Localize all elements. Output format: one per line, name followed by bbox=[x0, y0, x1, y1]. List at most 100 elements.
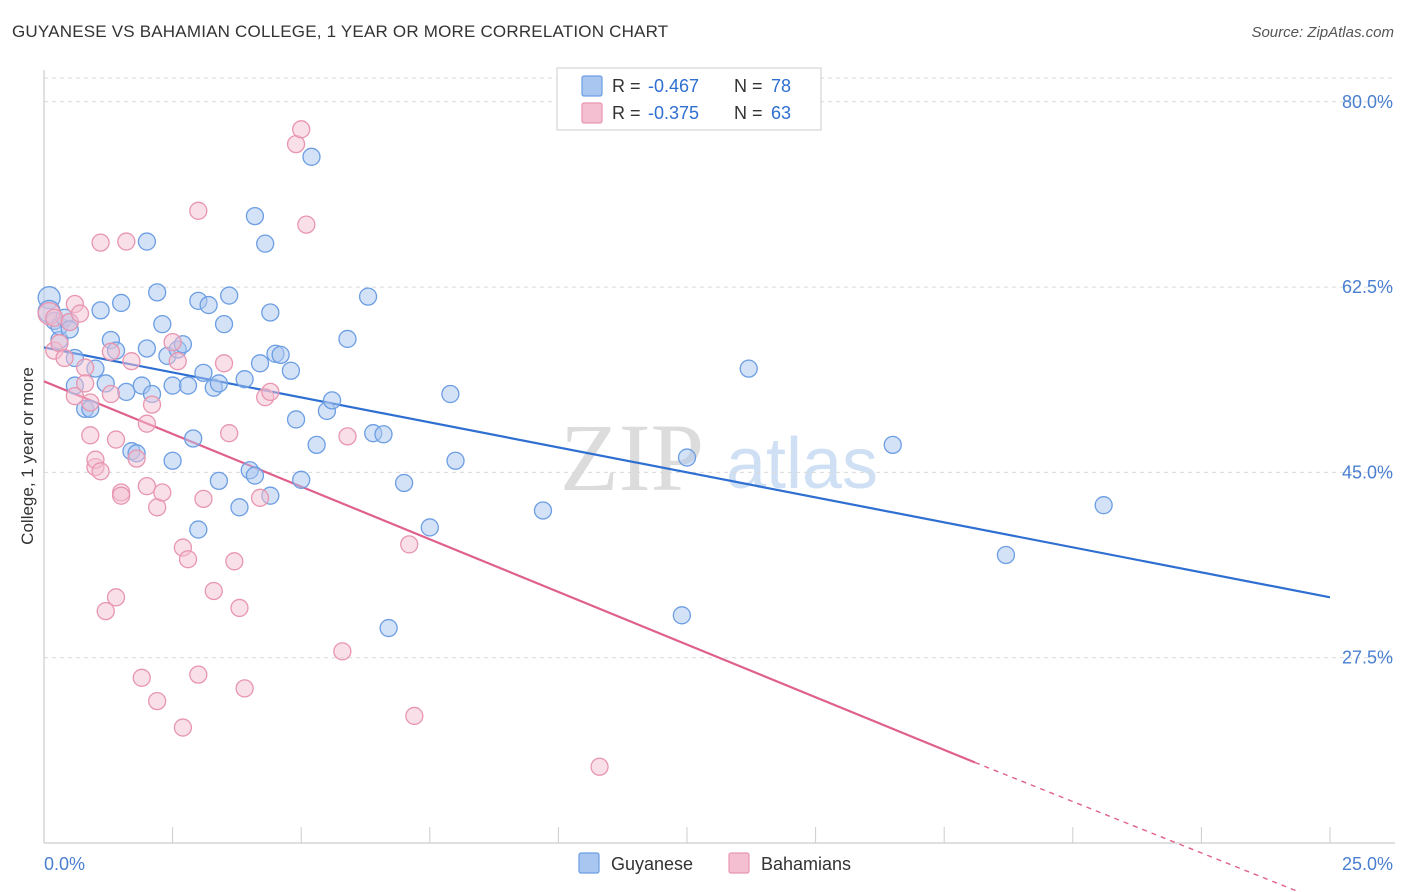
point-guyanese bbox=[281, 361, 301, 380]
point-guyanese bbox=[394, 473, 414, 493]
point-bahamians bbox=[189, 665, 208, 684]
point-guyanese bbox=[214, 314, 234, 334]
source-label: Source: ZipAtlas.com bbox=[1251, 24, 1394, 41]
point-guyanese bbox=[307, 435, 326, 455]
point-guyanese bbox=[358, 287, 378, 306]
point-guyanese bbox=[441, 384, 460, 404]
chart-title: GUYANESE VS BAHAMIAN COLLEGE, 1 YEAR OR … bbox=[12, 22, 669, 41]
point-bahamians bbox=[173, 718, 193, 737]
point-guyanese bbox=[209, 374, 229, 393]
point-bahamians bbox=[76, 358, 95, 377]
point-bahamians bbox=[70, 304, 90, 323]
point-guyanese bbox=[1094, 496, 1113, 515]
point-bahamians bbox=[225, 552, 244, 571]
point-bahamians bbox=[91, 233, 110, 252]
point-bahamians bbox=[297, 215, 316, 234]
data-points bbox=[37, 120, 1113, 776]
point-bahamians bbox=[127, 449, 146, 468]
bottom-legend-swatch-guyanese bbox=[578, 852, 600, 874]
point-bahamians bbox=[148, 691, 167, 711]
x-tick-label: 25.0% bbox=[1342, 854, 1393, 874]
point-bahamians bbox=[117, 232, 136, 251]
trend-line-guyanese bbox=[43, 346, 1331, 599]
point-guyanese bbox=[338, 329, 357, 349]
point-guyanese bbox=[178, 376, 198, 395]
legend-r-value-2: -0.375 bbox=[648, 103, 699, 123]
legend-r-label-1: R = bbox=[612, 76, 641, 96]
legend-swatch-guyanese bbox=[581, 75, 603, 97]
point-guyanese bbox=[302, 147, 321, 166]
x-tick-label: 0.0% bbox=[44, 854, 85, 874]
point-guyanese bbox=[672, 606, 692, 625]
bottom-legend-swatch-bahamians bbox=[728, 852, 750, 874]
legend-box: R = -0.467 N = 78 R = -0.375 N = 63 bbox=[556, 67, 822, 131]
point-bahamians bbox=[55, 348, 74, 368]
point-bahamians bbox=[137, 476, 157, 496]
point-bahamians bbox=[91, 462, 110, 481]
trend-line-bahamians-extension bbox=[974, 761, 1302, 892]
point-guyanese bbox=[446, 451, 465, 470]
legend-r-label-2: R = bbox=[612, 103, 641, 123]
point-guyanese bbox=[286, 410, 306, 429]
point-guyanese bbox=[420, 518, 439, 537]
point-guyanese bbox=[148, 283, 167, 302]
point-guyanese bbox=[194, 363, 213, 382]
point-bahamians bbox=[178, 550, 198, 569]
legend-swatch-bahamians bbox=[581, 102, 603, 124]
point-guyanese bbox=[163, 376, 182, 395]
legend-n-label-2: N = bbox=[734, 103, 763, 123]
legend-r-value-1: -0.467 bbox=[648, 76, 699, 96]
point-guyanese bbox=[322, 391, 342, 410]
point-guyanese bbox=[292, 470, 311, 489]
point-guyanese bbox=[184, 429, 203, 448]
point-guyanese bbox=[374, 425, 393, 444]
y-tick-label: 62.5% bbox=[1342, 277, 1393, 297]
point-bahamians bbox=[204, 581, 223, 601]
point-guyanese bbox=[256, 234, 275, 253]
point-bahamians bbox=[122, 352, 141, 371]
point-bahamians bbox=[230, 598, 249, 618]
point-guyanese bbox=[739, 359, 758, 378]
point-bahamians bbox=[235, 679, 254, 698]
point-bahamians bbox=[194, 489, 213, 509]
point-guyanese bbox=[250, 354, 270, 373]
point-guyanese bbox=[117, 382, 136, 402]
point-bahamians bbox=[96, 601, 115, 621]
point-bahamians bbox=[590, 757, 609, 776]
point-bahamians bbox=[292, 120, 311, 139]
point-bahamians bbox=[163, 332, 182, 352]
point-bahamians bbox=[45, 308, 64, 327]
point-bahamians bbox=[142, 395, 162, 414]
point-guyanese bbox=[261, 303, 280, 322]
point-bahamians bbox=[132, 668, 151, 687]
point-guyanese bbox=[91, 301, 110, 320]
legend-n-value-1: 78 bbox=[771, 76, 791, 96]
point-guyanese bbox=[996, 545, 1016, 565]
point-guyanese bbox=[379, 618, 398, 638]
axes bbox=[43, 70, 1395, 844]
point-bahamians bbox=[220, 424, 239, 443]
tick-labels: 27.5% 45.0% 62.5% 80.0% 0.0% 25.0% bbox=[44, 92, 1393, 874]
point-bahamians bbox=[261, 382, 280, 402]
point-bahamians bbox=[168, 352, 187, 371]
point-guyanese bbox=[235, 370, 254, 389]
point-bahamians bbox=[400, 535, 419, 554]
point-guyanese bbox=[153, 314, 172, 334]
bottom-legend: Guyanese Bahamians bbox=[578, 852, 851, 874]
point-guyanese bbox=[245, 466, 265, 485]
point-bahamians bbox=[405, 706, 424, 726]
point-bahamians bbox=[106, 588, 126, 607]
y-tick-label: 27.5% bbox=[1342, 648, 1393, 668]
point-bahamians bbox=[81, 426, 100, 445]
point-bahamians bbox=[81, 393, 100, 412]
point-bahamians bbox=[76, 374, 95, 393]
point-guyanese bbox=[137, 339, 157, 358]
point-bahamians bbox=[65, 386, 85, 406]
point-guyanese bbox=[112, 293, 131, 313]
point-guyanese bbox=[199, 295, 218, 315]
point-guyanese bbox=[220, 286, 239, 305]
legend-n-label-1: N = bbox=[734, 76, 763, 96]
bottom-legend-bahamians: Bahamians bbox=[761, 854, 851, 874]
bottom-legend-guyanese: Guyanese bbox=[611, 854, 693, 874]
